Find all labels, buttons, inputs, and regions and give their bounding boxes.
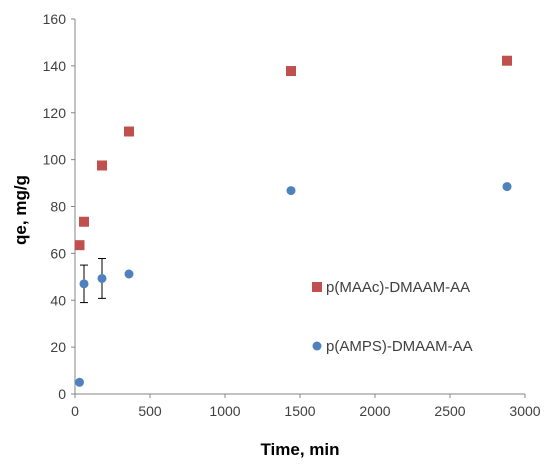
y-axis-title: qe, mg/g [11, 175, 30, 245]
legend-marker-square [312, 282, 322, 292]
data-point-square [79, 216, 89, 227]
x-tick-label: 0 [71, 403, 79, 419]
y-tick-label: 40 [50, 292, 66, 308]
data-point-circle [502, 182, 512, 192]
x-tick-label: 500 [138, 403, 162, 419]
data-point-square [502, 55, 512, 66]
y-tick-label: 0 [58, 386, 66, 402]
legend-marker-circle [312, 341, 322, 351]
y-tick-label: 160 [43, 11, 67, 27]
data-point-square [286, 66, 296, 77]
legend: p(MAAc)-DMAAM-AA p(AMPS)-DMAAM-AA [312, 279, 473, 355]
data-marks [74, 55, 512, 387]
data-point-square [97, 160, 107, 171]
data-point-circle [75, 377, 84, 387]
data-point-circle [79, 279, 89, 289]
y-tick-label: 120 [43, 105, 67, 121]
x-tick-label: 1500 [284, 403, 315, 419]
y-tick-label: 100 [43, 152, 67, 168]
x-tick-label: 2000 [359, 403, 390, 419]
legend-label: p(AMPS)-DMAAM-AA [326, 338, 473, 355]
x-tick-label: 2500 [434, 403, 465, 419]
legend-label: p(MAAc)-DMAAM-AA [326, 279, 470, 296]
y-tick-label: 140 [43, 58, 67, 74]
y-tick-label: 60 [50, 245, 66, 261]
x-tick-label: 1000 [209, 403, 240, 419]
y-tick-label: 20 [50, 339, 66, 355]
y-tick-label: 80 [50, 199, 66, 215]
data-point-square [124, 126, 134, 137]
data-point-circle [286, 186, 296, 196]
x-axis-title: Time, min [260, 440, 339, 459]
axes [71, 18, 526, 398]
tick-labels: 0 20 40 60 80 100 120 140 160 0 500 1000 1500 2000 250… [43, 11, 541, 419]
data-point-circle [97, 273, 107, 283]
data-point-square [74, 240, 85, 251]
x-tick-label: 3000 [509, 403, 540, 419]
data-point-circle [124, 269, 134, 279]
